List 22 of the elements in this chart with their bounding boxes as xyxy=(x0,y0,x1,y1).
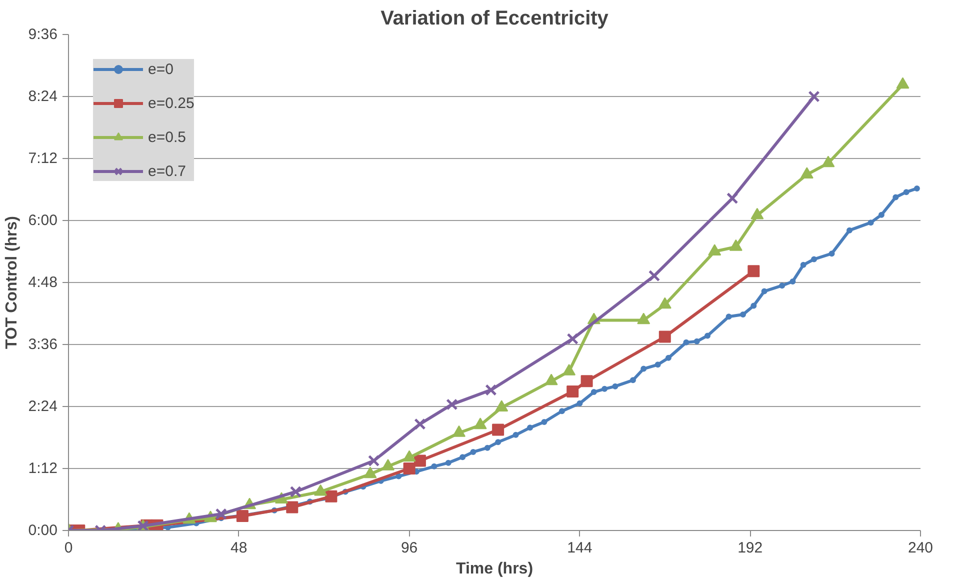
y-tick-label: 9:36 xyxy=(28,26,58,43)
x-tick-label: 0 xyxy=(64,540,73,556)
x-axis-title: Time (hrs) xyxy=(456,560,534,578)
y-tick-label: 4:48 xyxy=(28,274,58,291)
chart-title: Variation of Eccentricity xyxy=(380,8,610,30)
x-tick-label: 48 xyxy=(230,540,248,556)
y-tick-label: 7:12 xyxy=(28,150,58,167)
legend-label: e=0 xyxy=(148,60,174,78)
y-tick-label: 8:24 xyxy=(28,88,58,105)
y-tick-label: 2:24 xyxy=(28,398,58,415)
legend-label: e=0.25 xyxy=(148,94,194,112)
x-tick-label: 192 xyxy=(738,540,763,556)
y-tick-label: 6:00 xyxy=(28,212,58,229)
y-tick-label: 3:36 xyxy=(28,336,58,353)
legend-label: e=0.7 xyxy=(148,162,186,180)
legend-label: e=0.5 xyxy=(148,128,186,146)
y-tick-label: 1:12 xyxy=(28,460,58,477)
x-tick-label: 96 xyxy=(400,540,418,556)
y-tick-label: 0:00 xyxy=(28,522,58,539)
y-axis-title: TOT Control (hrs) xyxy=(3,216,20,350)
x-tick-label: 144 xyxy=(567,540,592,556)
x-tick-label: 240 xyxy=(908,540,934,556)
